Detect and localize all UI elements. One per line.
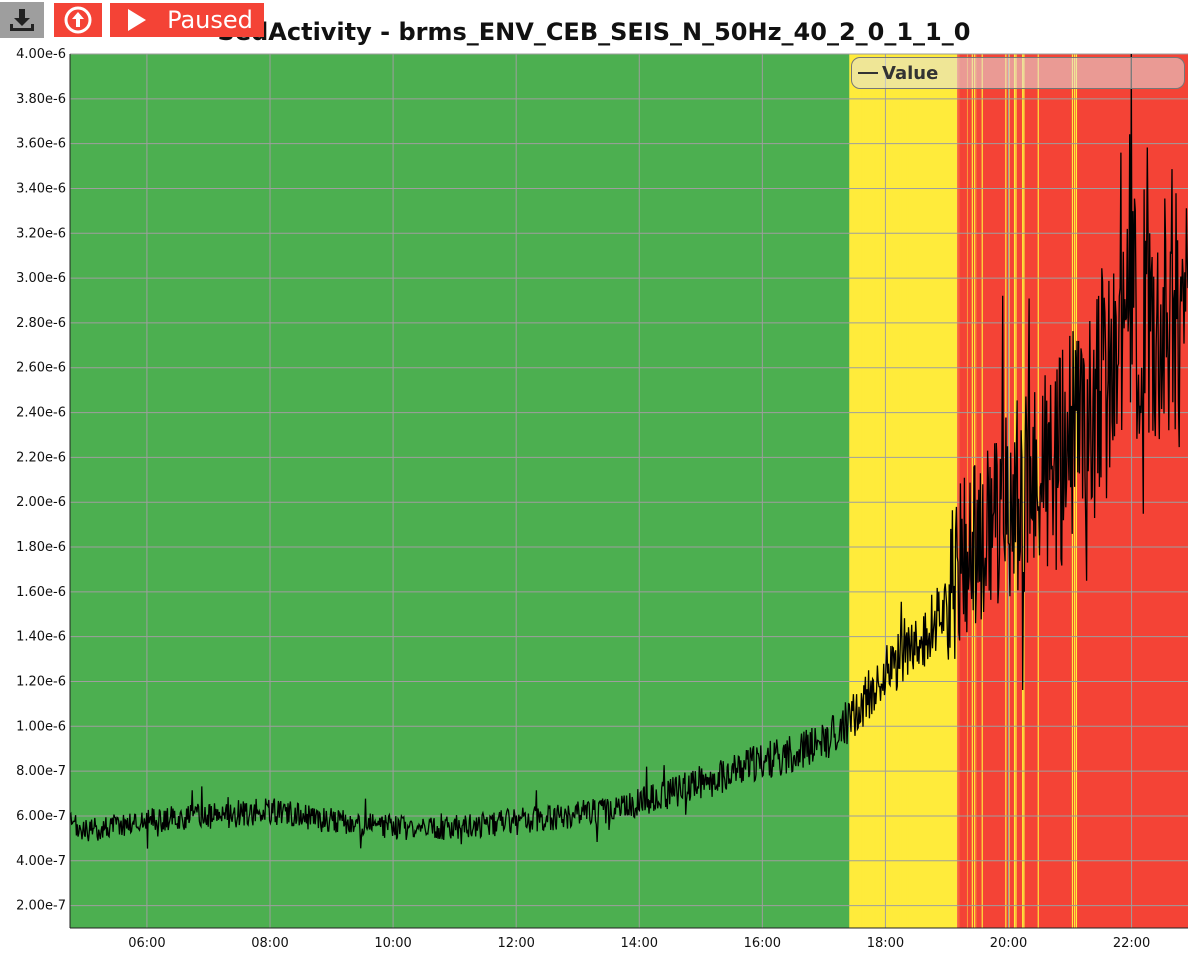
upload-arrow-icon	[64, 6, 92, 34]
y-tick-label: 8.00e-7	[16, 764, 66, 779]
y-tick-label: 6.00e-7	[16, 809, 66, 824]
y-axis-labels: 2.00e-7 4.00e-7 6.00e-7 8.00e-7 1.00e-6 1.20e…	[16, 47, 66, 914]
series-line-value	[69, 53, 1188, 849]
x-tick-label: 14:00	[621, 936, 658, 951]
status-label: Paused	[156, 3, 264, 37]
y-tick-label: 3.00e-6	[16, 271, 66, 286]
zone-green	[70, 54, 850, 928]
y-tick-label: 1.40e-6	[16, 630, 66, 645]
x-tick-label: 08:00	[251, 936, 288, 951]
y-tick-label: 1.80e-6	[16, 540, 66, 555]
background-zones	[70, 54, 1188, 928]
legend-label: Value	[882, 62, 939, 84]
upload-button[interactable]	[54, 3, 102, 37]
y-tick-label: 4.00e-6	[16, 47, 66, 62]
y-tick-label: 2.40e-6	[16, 406, 66, 421]
x-axis-labels: 06:00 08:00 10:00 12:00 14:00 16:00 18:00 20:00…	[128, 936, 1150, 951]
x-tick-label: 06:00	[128, 936, 165, 951]
y-tick-label: 1.00e-6	[16, 719, 66, 734]
y-tick-label: 4.00e-7	[16, 854, 66, 869]
y-tick-label: 2.00e-7	[16, 899, 66, 914]
y-tick-label: 2.60e-6	[16, 361, 66, 376]
y-tick-label: 3.40e-6	[16, 181, 66, 196]
y-tick-label: 1.60e-6	[16, 585, 66, 600]
zone-yellow	[849, 54, 958, 928]
y-tick-label: 3.60e-6	[16, 137, 66, 152]
y-tick-label: 2.20e-6	[16, 450, 66, 465]
x-tick-label: 18:00	[867, 936, 904, 951]
x-tick-label: 20:00	[990, 936, 1027, 951]
download-button[interactable]	[0, 2, 44, 38]
y-tick-label: 2.00e-6	[16, 495, 66, 510]
legend-swatch	[858, 72, 878, 74]
x-tick-label: 22:00	[1113, 936, 1150, 951]
chart-legend[interactable]: Value	[851, 57, 1185, 89]
y-tick-label: 1.20e-6	[16, 674, 66, 689]
y-tick-label: 3.20e-6	[16, 226, 66, 241]
x-tick-label: 10:00	[374, 936, 411, 951]
download-icon	[10, 9, 34, 31]
chart-title: SedActivity - brms_ENV_CEB_SEIS_N_50Hz_4…	[217, 18, 971, 46]
grid-lines	[70, 53, 1188, 928]
y-tick-label: 2.80e-6	[16, 316, 66, 331]
play-icon	[128, 9, 146, 31]
y-tick-label: 3.80e-6	[16, 92, 66, 107]
play-button[interactable]	[110, 3, 160, 37]
axes	[69, 54, 1188, 929]
x-tick-label: 12:00	[497, 936, 534, 951]
x-tick-label: 16:00	[744, 936, 781, 951]
